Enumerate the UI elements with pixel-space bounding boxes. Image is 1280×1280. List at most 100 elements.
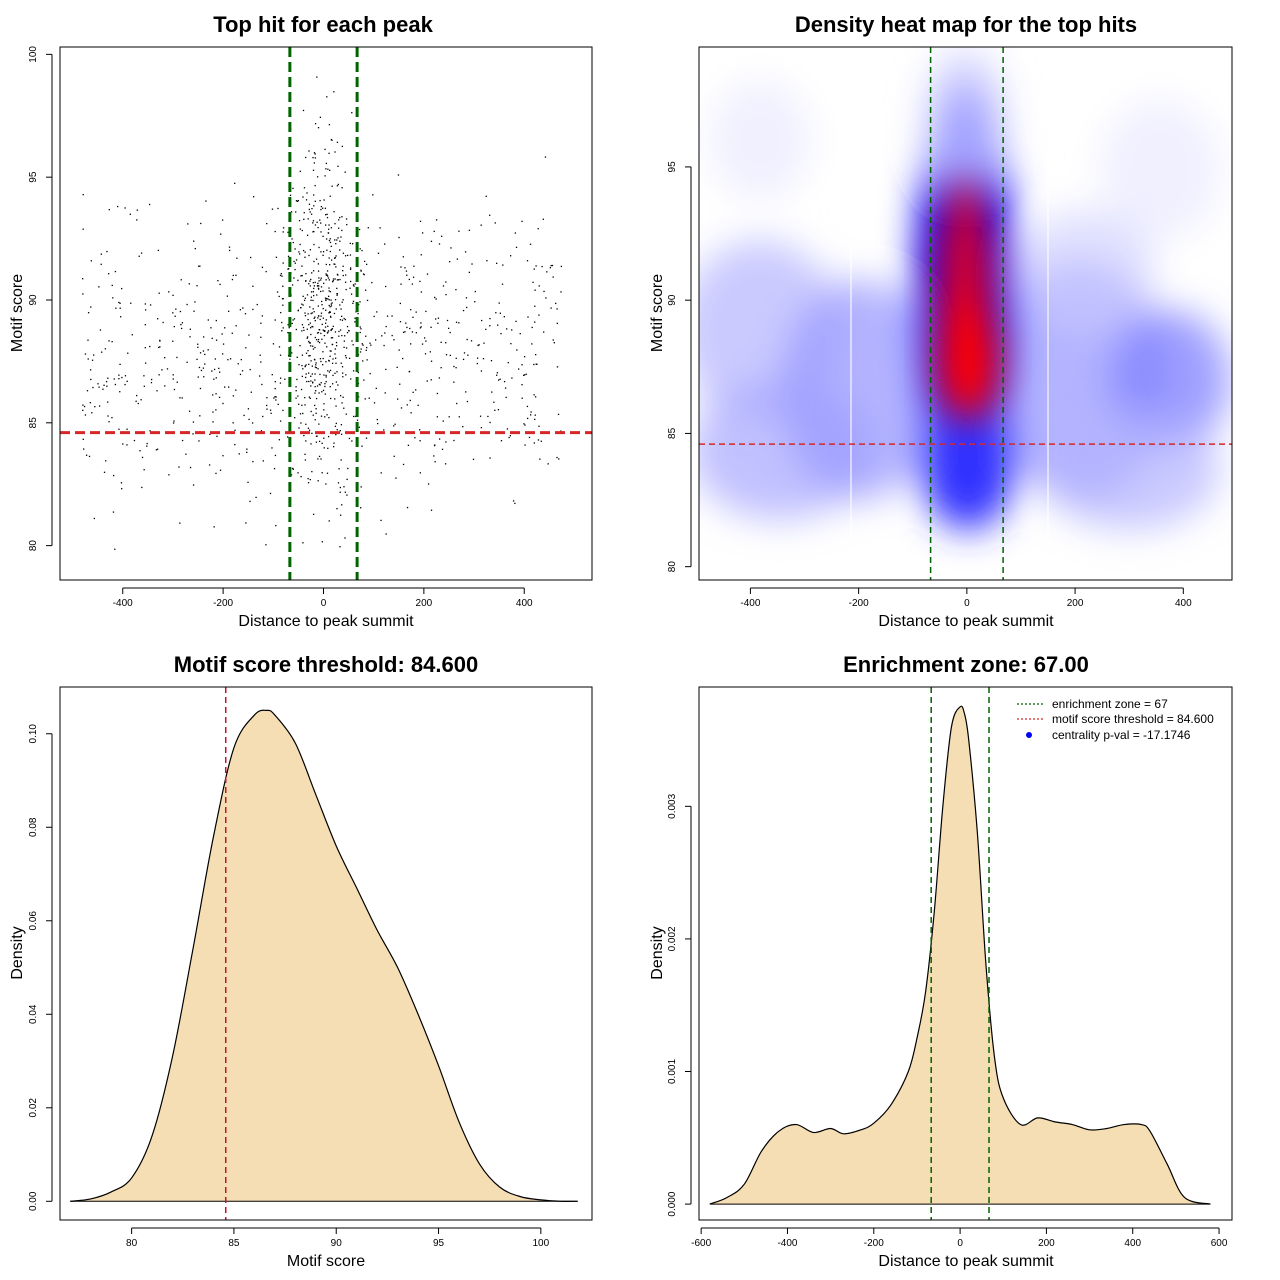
y-tick-label: 0.08	[28, 817, 39, 837]
y-tick-label: 0.003	[667, 793, 678, 818]
y-tick-label: 0.06	[28, 911, 39, 931]
scatter-point	[107, 401, 109, 403]
scatter-point	[550, 307, 552, 309]
scatter-point	[310, 278, 312, 281]
scatter-point	[337, 183, 340, 186]
scatter-point	[209, 433, 211, 436]
scatter-point	[312, 414, 314, 416]
scatter-point	[330, 337, 333, 339]
scatter-point	[534, 418, 536, 421]
scatter-point	[331, 259, 333, 261]
x-tick-label: 100	[533, 1238, 550, 1249]
scatter-point	[335, 362, 337, 364]
scatter-point	[400, 266, 402, 268]
scatter-point	[318, 440, 321, 443]
scatter-point	[366, 299, 369, 302]
scatter-point	[332, 325, 334, 328]
x-tick-label: 200	[416, 598, 433, 609]
scatter-point	[517, 368, 520, 370]
scatter-point	[325, 319, 328, 321]
scatter-point	[301, 274, 303, 277]
scatter-point	[325, 380, 327, 383]
scatter-point	[199, 415, 201, 417]
scatter-point	[447, 327, 450, 330]
scatter-point	[325, 297, 328, 300]
scatter-point	[476, 362, 478, 365]
scatter-point	[114, 270, 117, 273]
scatter-point	[259, 354, 261, 356]
density-line	[709, 705, 1211, 1205]
scatter-point	[377, 252, 380, 254]
scatter-point	[310, 299, 312, 301]
scatter-point	[419, 220, 422, 222]
scatter-point	[445, 281, 447, 283]
scatter-point	[370, 344, 372, 346]
scatter-point	[318, 383, 321, 385]
heatmap-blob	[780, 280, 940, 500]
scatter-point	[334, 263, 336, 265]
scatter-point	[245, 347, 247, 349]
scatter-point	[156, 448, 159, 450]
scatter-point	[293, 277, 295, 279]
scatter-point	[521, 364, 523, 366]
scatter-point	[360, 348, 362, 350]
scatter-point	[118, 378, 120, 380]
scatter-point	[366, 263, 368, 266]
scatter-point	[317, 338, 320, 341]
scatter-point	[391, 315, 393, 317]
scatter-point	[260, 430, 263, 432]
scatter-point	[252, 308, 254, 311]
scatter-point	[466, 338, 468, 341]
scatter-point	[313, 311, 315, 313]
heatmap-blob	[1015, 210, 1155, 330]
scatter-point	[158, 292, 160, 294]
scatter-point	[314, 419, 316, 421]
scatter-point	[335, 345, 338, 347]
scatter-point	[291, 352, 293, 354]
y-tick-label: 90	[28, 294, 39, 306]
scatter-point	[236, 257, 238, 259]
scatter-point	[466, 400, 469, 403]
scatter-point	[307, 313, 309, 315]
scatter-point	[468, 271, 471, 274]
scatter-point	[307, 482, 310, 484]
scatter-point	[341, 319, 344, 321]
scatter-point	[213, 526, 215, 528]
scatter-point	[105, 460, 107, 462]
scatter-point	[349, 267, 352, 269]
scatter-point	[427, 483, 430, 485]
scatter-point	[345, 347, 348, 349]
scatter-point	[362, 273, 365, 275]
scatter-point	[338, 468, 340, 470]
scatter-point	[319, 358, 322, 360]
scatter-point	[377, 422, 379, 425]
scatter-point	[320, 332, 322, 335]
scatter-point	[246, 448, 248, 450]
scatter-point	[336, 429, 338, 431]
scatter-point	[325, 273, 327, 275]
scatter-point	[157, 318, 159, 320]
scatter-point	[398, 236, 400, 239]
scatter-point	[320, 286, 323, 288]
scatter-point	[455, 288, 457, 291]
scatter-point	[363, 379, 365, 381]
scatter-point	[321, 541, 323, 543]
scatter-point	[295, 259, 298, 261]
scatter-point	[523, 374, 526, 376]
scatter-point	[306, 294, 309, 296]
scatter-point	[485, 328, 487, 331]
scatter-point	[298, 427, 300, 429]
scatter-point	[336, 293, 338, 295]
scatter-point	[321, 391, 323, 393]
scatter-point	[489, 421, 491, 424]
scatter-point	[334, 223, 336, 225]
scatter-point	[324, 330, 326, 332]
scatter-point	[180, 323, 182, 326]
y-tick-label: 80	[667, 561, 678, 573]
scatter-point	[336, 239, 338, 241]
scatter-point	[381, 335, 383, 337]
y-axis-label: Motif score	[9, 274, 26, 352]
scatter-point	[141, 486, 143, 489]
y-axis-label: Motif score	[649, 274, 666, 352]
scatter-point	[319, 199, 321, 202]
